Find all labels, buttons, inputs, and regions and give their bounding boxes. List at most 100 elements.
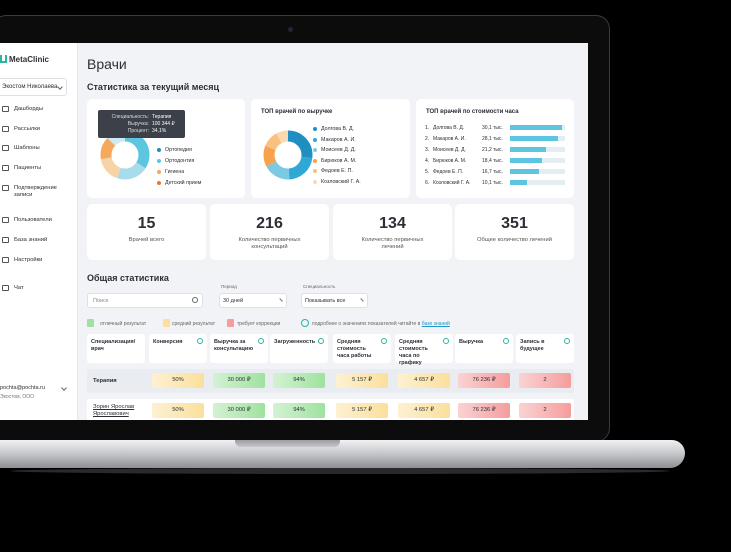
nav-item[interactable]: Пользователи bbox=[14, 217, 52, 223]
legend-label: средний результат bbox=[172, 321, 216, 327]
tooltip-value: 100 344 ₽ bbox=[152, 121, 175, 127]
kpi-value: 351 bbox=[501, 215, 528, 232]
metric-cell: 4 657 ₽ bbox=[398, 403, 450, 418]
chevron bbox=[61, 385, 67, 391]
doctor-name: Долгова В. Д. bbox=[433, 125, 465, 131]
legend-dot bbox=[157, 170, 161, 174]
column-title: Загруженность bbox=[274, 339, 316, 345]
legend-label: Федоев Е. П. bbox=[321, 168, 353, 175]
bar-track bbox=[510, 180, 565, 185]
kpi-card: 351 Общее количество лечений bbox=[455, 204, 574, 260]
metric-cell: 5 157 ₽ bbox=[336, 373, 388, 388]
column-title: Специализация/врач bbox=[91, 339, 136, 352]
bar bbox=[510, 125, 562, 130]
rank: 5. bbox=[425, 169, 430, 175]
logo-icon bbox=[0, 55, 7, 63]
page-title: Врачи bbox=[87, 56, 127, 72]
filter-label: Период bbox=[221, 284, 237, 289]
kpi-label: Общее количество лечений bbox=[477, 237, 552, 243]
nav-item[interactable]: Чат bbox=[14, 285, 24, 291]
bar bbox=[510, 169, 539, 174]
nav-icon bbox=[2, 217, 9, 223]
donut-segment bbox=[100, 130, 150, 180]
column-title: Средняя стоимость часа работы bbox=[337, 339, 372, 359]
metric-cell: 5 157 ₽ bbox=[336, 403, 388, 418]
value-label: 30,1 тыс. bbox=[482, 125, 503, 131]
laptop-shadow bbox=[10, 468, 670, 474]
search-icon bbox=[192, 297, 198, 303]
kpi-card: 216 Количество первичных консультаций bbox=[210, 204, 329, 260]
nav-item[interactable]: Дашборды bbox=[14, 106, 43, 112]
card-title: ТОП врачей по выручке bbox=[261, 109, 333, 115]
rank: 3. bbox=[425, 147, 430, 153]
kpi-label: Количество первичных лечений bbox=[361, 237, 424, 250]
clinic-select[interactable]: Экостом Николаева bbox=[0, 78, 67, 96]
donut-segment bbox=[263, 130, 313, 180]
doctor-name: Бирюков А. М. bbox=[433, 158, 467, 164]
doctor-name: Козловский Г. А. bbox=[433, 180, 471, 186]
nav-item[interactable]: База знаний bbox=[14, 237, 48, 243]
nav-item[interactable]: Подтверждение записи bbox=[14, 185, 57, 198]
nav-item[interactable]: Пациенты bbox=[14, 165, 42, 171]
screen: MetaClinic Экостом Николаева pochta@poch… bbox=[0, 43, 588, 420]
value-label: 18,4 тыс. bbox=[482, 158, 503, 164]
legend-dot bbox=[313, 180, 317, 184]
legend-label: Бирюков А. М. bbox=[321, 157, 357, 164]
legend-dot bbox=[313, 127, 317, 131]
column-header: Средняя стоимость часа работы bbox=[333, 334, 391, 363]
chart-card: ТОП врачей по выручке Долгова В. Д. Макаро… bbox=[251, 99, 410, 198]
row-name: Терапия bbox=[93, 378, 117, 384]
donut-chart bbox=[263, 130, 313, 180]
legend-label: Детский прием bbox=[165, 180, 202, 186]
doctor-name: Федоев Е. П. bbox=[433, 169, 464, 175]
nav-item[interactable]: Настройки bbox=[14, 257, 43, 263]
legend-label: Козловский Г. А. bbox=[321, 179, 361, 185]
metric-cell: 94% bbox=[273, 373, 325, 388]
donut-segment bbox=[100, 130, 150, 180]
section-title: Общая статистика bbox=[87, 273, 169, 283]
metric-cell: 2 bbox=[519, 403, 571, 418]
info-icon bbox=[564, 338, 570, 344]
value-label: 21,2 тыс. bbox=[482, 147, 503, 153]
note-text: подробнее о значениях показателей читайт… bbox=[312, 321, 421, 327]
info-icon bbox=[301, 319, 309, 327]
filter-select[interactable]: 30 дней bbox=[219, 293, 287, 308]
nav-icon bbox=[2, 257, 9, 263]
column-header: Специализация/врач bbox=[87, 334, 145, 363]
tooltip-label: Процент: bbox=[127, 128, 149, 134]
info-icon bbox=[258, 338, 264, 344]
doctor-name: Макаров А. И. bbox=[433, 136, 466, 142]
metric-cell: 30 000 ₽ bbox=[213, 373, 265, 388]
laptop-notch bbox=[235, 440, 340, 447]
rank: 1. bbox=[425, 125, 430, 131]
filter-value: Показывать все bbox=[305, 298, 346, 304]
search-input[interactable]: Поиск bbox=[87, 293, 203, 308]
kpi-value: 134 bbox=[379, 215, 406, 232]
bar bbox=[510, 136, 559, 141]
nav-icon bbox=[2, 126, 9, 132]
kpi-card: 15 Врачей всего bbox=[87, 204, 206, 260]
legend-swatch bbox=[87, 319, 94, 327]
tooltip-label: Выручка: bbox=[127, 121, 149, 127]
metric-cell: 50% bbox=[152, 373, 204, 388]
user-email: pochta@pochta.ru bbox=[0, 385, 46, 391]
filter-select[interactable]: Показывать все bbox=[301, 293, 368, 308]
note-link[interactable]: базе знаний bbox=[421, 321, 450, 327]
kpi-value: 216 bbox=[256, 215, 283, 232]
legend-dot bbox=[313, 148, 317, 153]
kpi-value: 15 bbox=[137, 215, 156, 232]
note: подробнее о значениях показателей читайт… bbox=[312, 321, 450, 327]
nav-item[interactable]: Рассылки bbox=[14, 126, 41, 132]
clear-icon bbox=[358, 298, 364, 304]
metric-cell: 76 236 ₽ bbox=[458, 403, 510, 418]
row-name[interactable]: Зорин Ярослав Ярославович bbox=[93, 404, 135, 417]
logo: MetaClinic bbox=[9, 55, 50, 64]
info-icon bbox=[381, 338, 387, 344]
legend-label: отличный результат bbox=[100, 321, 147, 327]
info-icon bbox=[318, 338, 324, 344]
metric-cell: 4 657 ₽ bbox=[398, 373, 450, 388]
metric-cell: 2 bbox=[519, 373, 571, 388]
table-row bbox=[87, 399, 574, 420]
nav-item[interactable]: Шаблоны bbox=[14, 145, 40, 151]
nav-icon bbox=[2, 165, 9, 171]
